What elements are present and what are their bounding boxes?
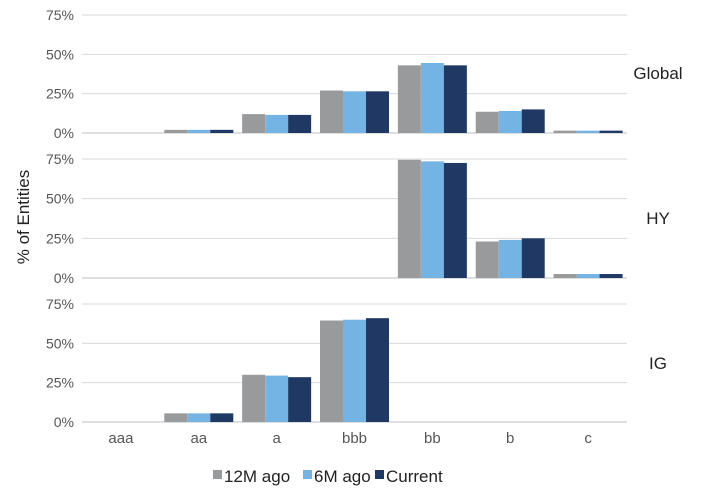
bar-ig-a-2 (288, 377, 312, 422)
y-tick-label: 25% (46, 375, 74, 391)
y-axis-title: % of Entities (14, 170, 33, 265)
x-tick-label: c (584, 430, 592, 447)
bar-ig-a-1 (265, 375, 289, 422)
bar-global-bb-1 (420, 62, 444, 133)
panel-global: 0% 25% 50% 75% Global (46, 7, 683, 141)
bar-global-c-1 (576, 130, 600, 133)
chart-panels: 0% 25% 50% 75% Global 0% 25% 50% 75% HY 0% 25% 50% 75… (46, 7, 683, 430)
x-tick-label: aaa (108, 430, 134, 447)
legend-label: 6M ago (314, 467, 371, 486)
bar-hy-bb-0 (397, 159, 421, 278)
y-tick-label: 0% (54, 125, 74, 141)
bar-ig-aa-2 (210, 413, 234, 422)
legend-swatch (375, 470, 384, 479)
bar-global-bbb-1 (343, 91, 366, 133)
y-tick-label: 0% (54, 414, 74, 430)
panel-label: Global (633, 64, 682, 83)
bar-global-c-0 (553, 130, 577, 133)
bar-hy-c-0 (553, 274, 577, 278)
legend: 12M ago 6M ago Current (213, 467, 443, 486)
bar-ig-bbb-1 (343, 319, 366, 422)
x-tick-label: bb (424, 430, 441, 447)
bar-global-a-1 (265, 114, 289, 133)
y-tick-label: 25% (46, 86, 74, 102)
x-tick-label: aa (190, 430, 207, 447)
legend-label: 12M ago (224, 467, 290, 486)
panel-ig: 0% 25% 50% 75% IG (46, 296, 667, 430)
bar-hy-b-0 (475, 241, 499, 278)
bar-hy-bb-1 (420, 161, 444, 278)
bar-ig-bbb-2 (366, 318, 389, 422)
bar-ig-a-0 (242, 374, 266, 422)
bar-hy-c-2 (599, 274, 623, 278)
bar-ig-bbb-0 (320, 320, 343, 422)
bar-hy-bb-2 (443, 162, 467, 278)
panel-hy: 0% 25% 50% 75% HY (46, 151, 670, 286)
y-tick-label: 75% (46, 7, 74, 23)
y-tick-label: 0% (54, 270, 74, 286)
bar-global-b-1 (498, 110, 522, 133)
panel-label: HY (646, 209, 670, 228)
x-tick-label: b (506, 430, 514, 447)
bar-global-bb-2 (443, 65, 467, 133)
y-tick-label: 25% (46, 230, 74, 246)
x-tick-label: a (272, 430, 281, 447)
bar-hy-b-1 (498, 239, 522, 278)
panel-label: IG (649, 354, 667, 373)
y-tick-label: 50% (46, 191, 74, 207)
bar-global-bb-0 (397, 65, 421, 133)
legend-swatch (213, 470, 222, 479)
bar-global-aa-1 (187, 129, 211, 133)
bar-global-b-0 (475, 111, 499, 133)
bar-global-a-2 (288, 114, 312, 133)
x-axis-categories: aaa aa a bbb bb b c (108, 430, 592, 447)
bar-ig-aa-0 (164, 413, 188, 422)
bar-global-bbb-0 (320, 90, 343, 133)
bar-global-aa-2 (210, 129, 234, 133)
bar-hy-c-1 (576, 274, 600, 278)
bar-global-a-0 (242, 114, 266, 133)
bar-global-aa-0 (164, 129, 188, 133)
legend-label: Current (386, 467, 443, 486)
bar-hy-b-2 (521, 238, 545, 278)
bar-global-bbb-2 (366, 91, 389, 133)
legend-swatch (303, 470, 312, 479)
x-tick-label: bbb (342, 430, 367, 447)
bar-ig-aa-1 (187, 413, 211, 422)
y-tick-label: 50% (46, 335, 74, 351)
y-tick-label: 75% (46, 296, 74, 312)
bar-global-c-2 (599, 130, 623, 133)
y-tick-label: 75% (46, 151, 74, 167)
bar-global-b-2 (521, 109, 545, 133)
y-tick-label: 50% (46, 46, 74, 62)
